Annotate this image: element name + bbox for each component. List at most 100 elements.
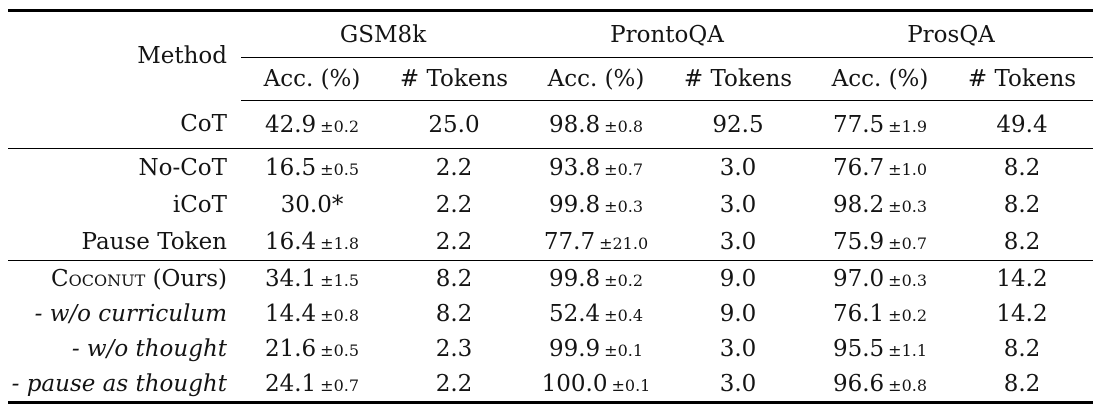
value-main: 98.2 (832, 191, 885, 218)
value-cell: 3.0 (667, 223, 809, 261)
group-header-row: Method GSM8k ProntoQA ProsQA (8, 10, 1093, 69)
value-cell: 2.2 (383, 186, 525, 223)
value-main: 2.3 (435, 335, 473, 362)
value-main: 100.0 (541, 370, 608, 397)
value-cell: 14.2 (951, 261, 1093, 297)
value-cell: 34.1 ±1.5 (241, 261, 383, 297)
method-label: - w/o curriculum (34, 300, 227, 327)
value-std: ±0.8 (320, 305, 360, 325)
value-cell: 21.6 ±0.5 (241, 331, 383, 366)
value-main: 93.8 (548, 154, 601, 181)
value-main: 25.0 (428, 111, 480, 138)
value-cell: 8.2 (951, 223, 1093, 261)
value-std: ±0.7 (888, 233, 928, 253)
value-main: 97.0 (832, 265, 885, 292)
value-main: 77.5 (832, 111, 885, 138)
group-header-prosqa: ProsQA (809, 10, 1093, 58)
method-label: - w/o thought (71, 335, 227, 362)
value-cell: 52.4 ±0.4 (525, 296, 667, 331)
method-label: Pause Token (81, 228, 227, 255)
value-std: ±0.1 (604, 340, 644, 360)
value-cell: 16.5 ±0.5 (241, 149, 383, 187)
value-cell: 49.4 (951, 100, 1093, 149)
value-cell: 98.8 ±0.8 (525, 100, 667, 149)
value-cell: 14.4 ±0.8 (241, 296, 383, 331)
table-row: Pause Token 16.4 ±1.8 2.2 77.7 ±21.0 3.0 75.9 ±0… (8, 223, 1093, 261)
value-std: ±0.7 (320, 375, 360, 395)
value-main: 77.7 (543, 228, 596, 255)
value-cell: 3.0 (667, 186, 809, 223)
value-std: ±0.3 (604, 196, 644, 216)
value-cell: 98.2 ±0.3 (809, 186, 951, 223)
method-label: Coconut (51, 265, 146, 292)
col-header-tokens-prosqa: # Tokens (951, 57, 1093, 101)
value-cell: 16.4 ±1.8 (241, 223, 383, 261)
value-std: ±1.8 (320, 233, 360, 253)
value-main: 9.0 (719, 265, 757, 292)
value-std: ±0.2 (320, 116, 360, 136)
value-cell: 3.0 (667, 149, 809, 187)
value-cell: 24.1 ±0.7 (241, 366, 383, 404)
value-main: 8.2 (435, 300, 473, 327)
value-main: 24.1 (264, 370, 317, 397)
value-main: 21.6 (264, 335, 317, 362)
method-label: - pause as thought (11, 370, 227, 397)
method-cell: iCoT (8, 186, 241, 223)
value-cell: 95.5 ±1.1 (809, 331, 951, 366)
value-std: ±1.9 (888, 116, 928, 136)
table-row: No-CoT 16.5 ±0.5 2.2 93.8 ±0.7 3.0 76.7 ±1.0 8.2 (8, 149, 1093, 187)
value-main: 2.2 (435, 370, 473, 397)
sub-header-row: Acc. (%) # Tokens Acc. (%) # Tokens Acc.… (8, 57, 1093, 101)
value-std: ±0.2 (888, 305, 928, 325)
value-main: 3.0 (719, 370, 757, 397)
value-std: ±0.5 (320, 340, 360, 360)
value-cell: 2.2 (383, 149, 525, 187)
value-main: 98.8 (548, 111, 601, 138)
value-cell: 42.9 ±0.2 (241, 100, 383, 149)
value-main: 75.9 (832, 228, 885, 255)
value-cell: 99.8 ±0.3 (525, 186, 667, 223)
value-main: 76.7 (832, 154, 885, 181)
value-main: 2.2 (435, 228, 473, 255)
value-main: 99.8 (548, 265, 601, 292)
value-main: 2.2 (435, 191, 473, 218)
method-label: iCoT (172, 191, 227, 218)
table-row: Coconut (Ours) 34.1 ±1.5 8.2 99.8 ±0.2 9.0 97.0… (8, 261, 1093, 297)
value-cell: 2.2 (383, 366, 525, 404)
value-main: 92.5 (712, 111, 764, 138)
value-main: 14.2 (996, 265, 1048, 292)
value-cell: 8.2 (951, 149, 1093, 187)
col-header-acc-prosqa: Acc. (%) (809, 57, 951, 101)
value-main: 95.5 (832, 335, 885, 362)
value-std: ±0.2 (604, 270, 644, 290)
value-main: 34.1 (264, 265, 317, 292)
results-table: Method GSM8k ProntoQA ProsQA Acc. (%) # … (8, 9, 1093, 404)
value-cell: 96.6 ±0.8 (809, 366, 951, 404)
value-main: 14.2 (996, 300, 1048, 327)
value-std: ±0.8 (604, 116, 644, 136)
value-main: 3.0 (719, 191, 757, 218)
value-cell: 14.2 (951, 296, 1093, 331)
value-main: 3.0 (719, 154, 757, 181)
value-main: 99.9 (548, 335, 601, 362)
value-cell: 9.0 (667, 296, 809, 331)
results-table-body: CoT 42.9 ±0.2 25.0 98.8 ±0.8 92.5 77.5 ±1.9 49.4 N… (8, 100, 1093, 404)
value-std: ±1.0 (888, 159, 928, 179)
value-cell: 9.0 (667, 261, 809, 297)
value-std: ±0.4 (604, 305, 644, 325)
value-std: ±0.8 (888, 375, 928, 395)
value-cell: 8.2 (383, 261, 525, 297)
value-cell: 30.0* (241, 186, 383, 223)
method-cell: - pause as thought (8, 366, 241, 404)
value-cell: 3.0 (667, 331, 809, 366)
table-row: CoT 42.9 ±0.2 25.0 98.8 ±0.8 92.5 77.5 ±1.9 49.4 (8, 100, 1093, 149)
table-row: iCoT 30.0* 2.2 99.8 ±0.3 3.0 98.2 ±0.3 8.2 (8, 186, 1093, 223)
method-label: No-CoT (138, 154, 227, 181)
value-std: ±0.5 (320, 159, 360, 179)
table-row: - pause as thought 24.1 ±0.7 2.2 100.0 ±0.1 3.… (8, 366, 1093, 404)
method-cell: - w/o curriculum (8, 296, 241, 331)
method-cell: Pause Token (8, 223, 241, 261)
value-cell: 92.5 (667, 100, 809, 149)
method-cell: No-CoT (8, 149, 241, 187)
value-main: 8.2 (1003, 228, 1041, 255)
